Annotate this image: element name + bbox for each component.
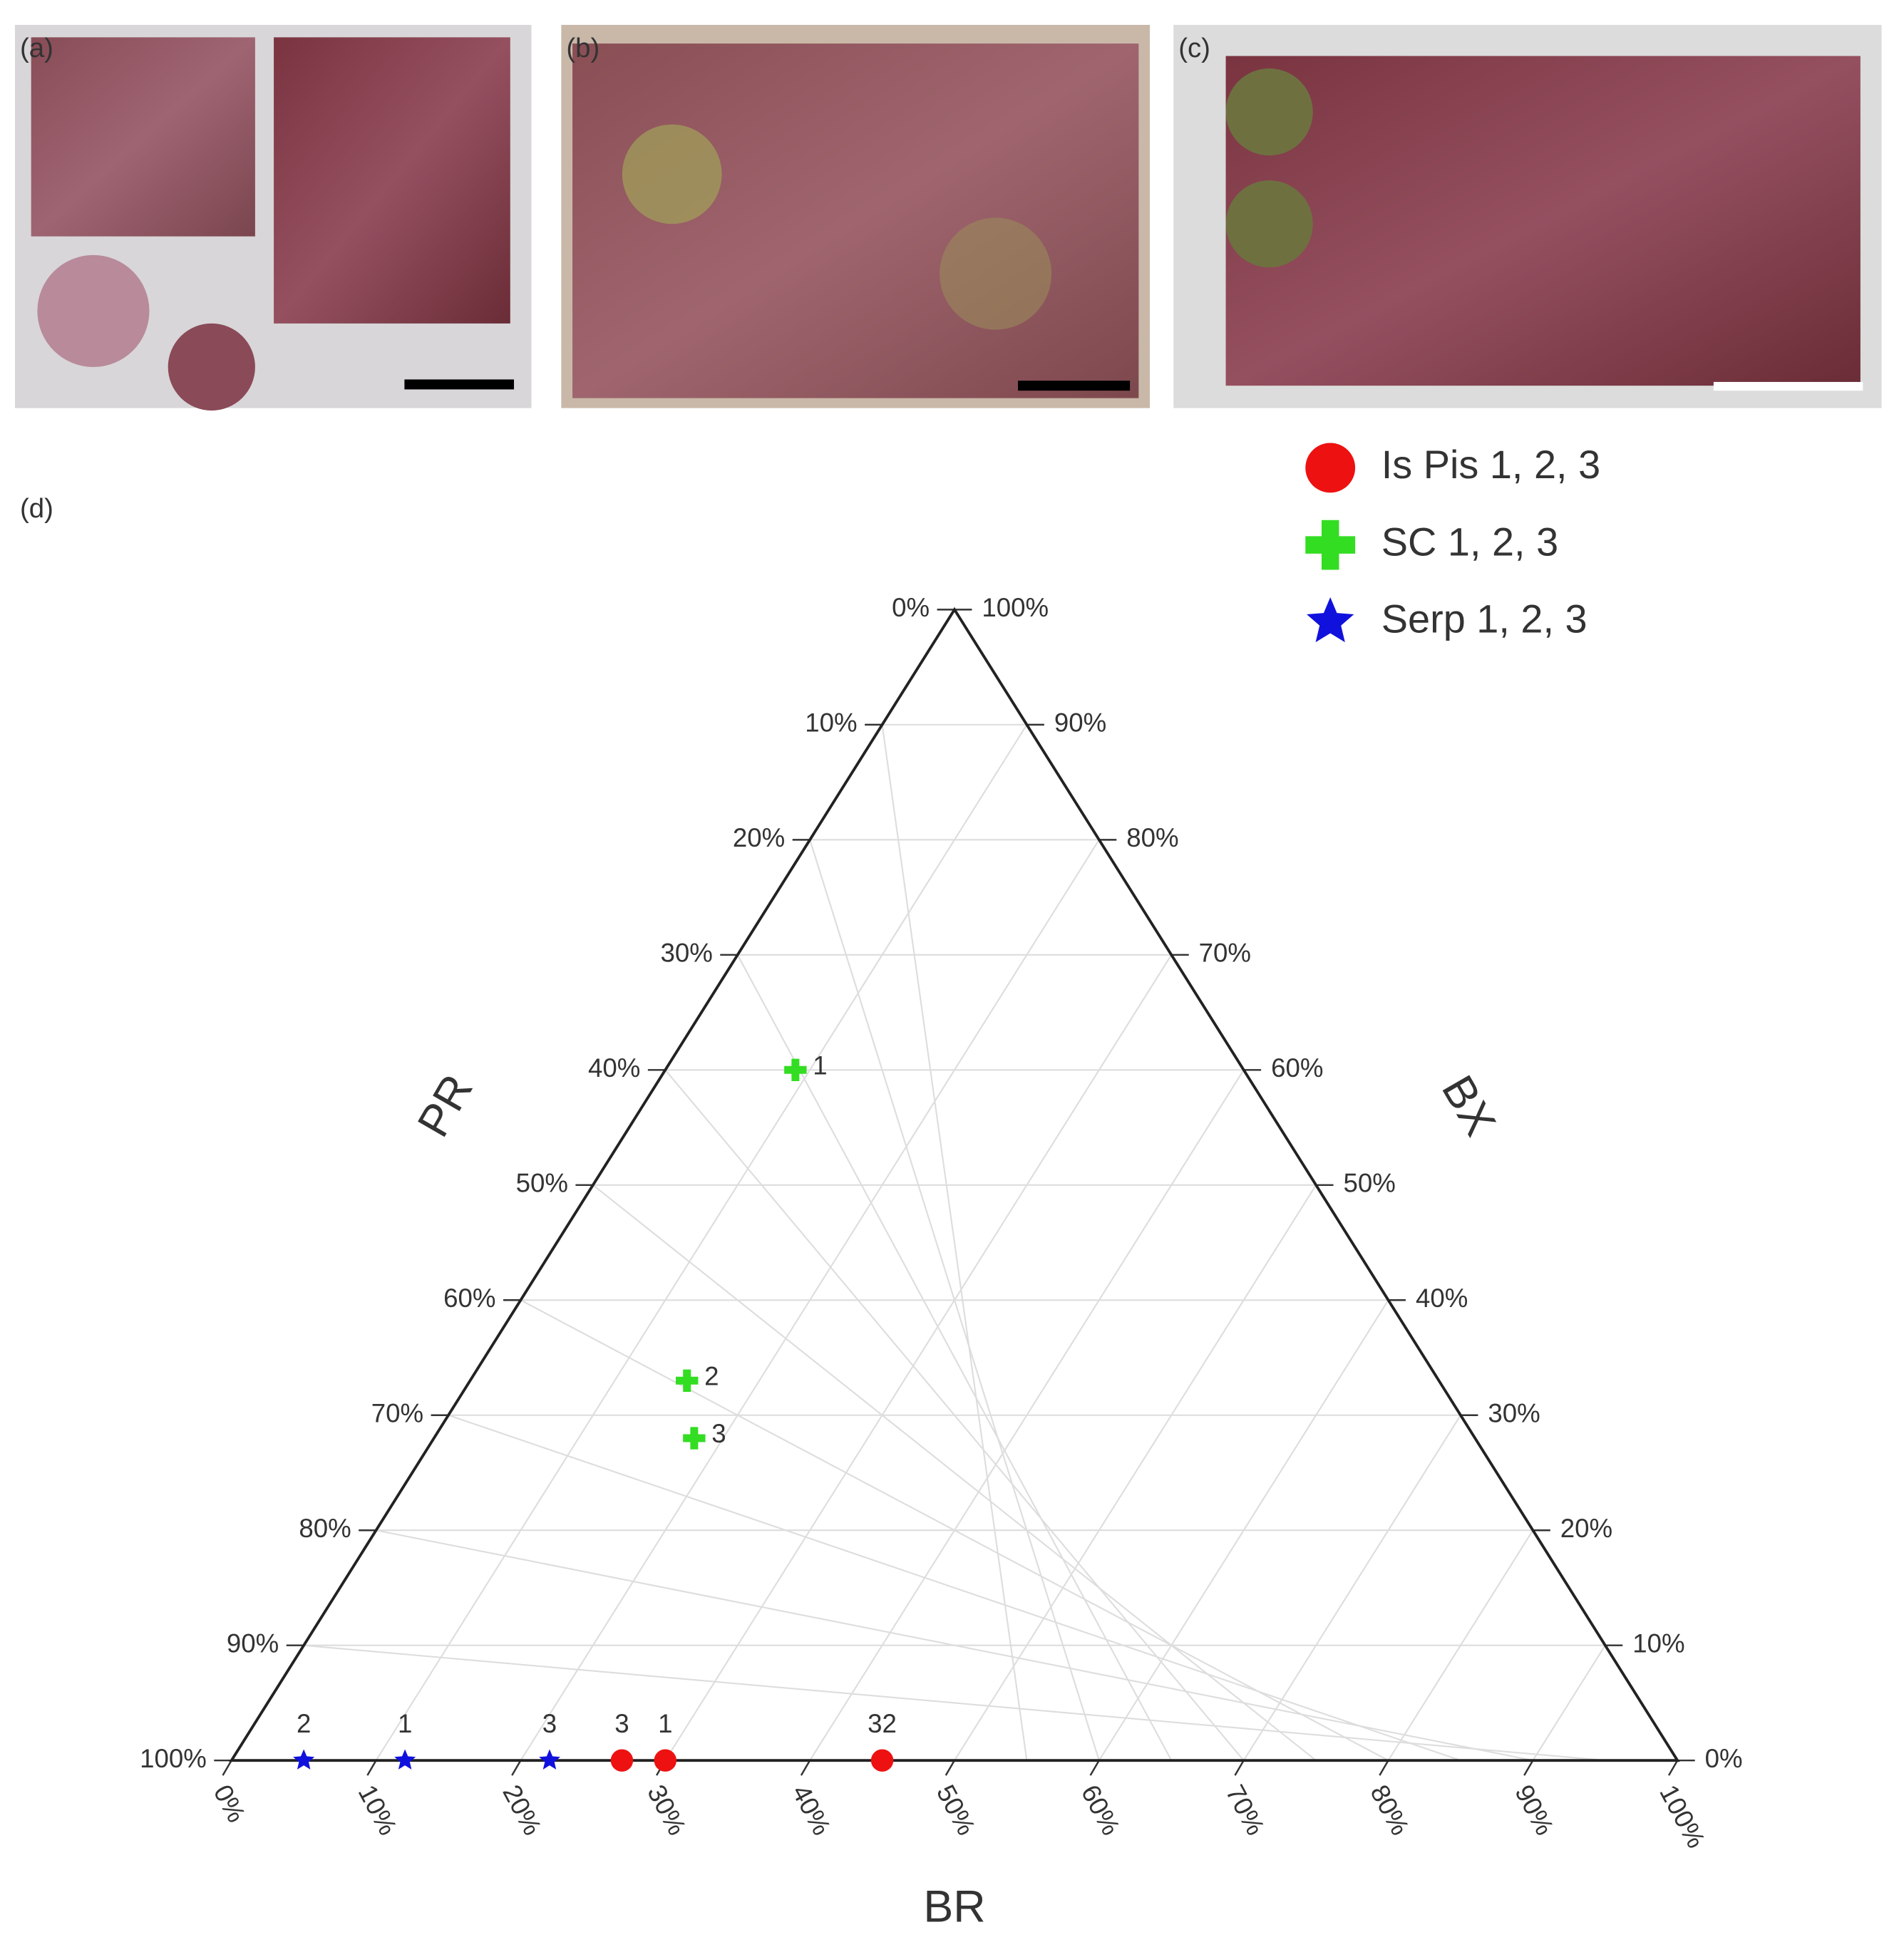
point	[293, 1749, 315, 1770]
tick-label: 50%	[1344, 1168, 1396, 1197]
legend-label: SC 1, 2, 3	[1381, 519, 1558, 564]
legend-marker	[1305, 443, 1356, 493]
panel-label: (b)	[566, 33, 599, 63]
grid-line	[592, 1184, 1317, 1761]
tick-mark	[222, 1760, 232, 1776]
photo-b	[561, 24, 1151, 408]
tick-label: 10%	[353, 1780, 403, 1840]
grid-line	[1098, 1299, 1389, 1761]
tick-label: 90%	[1054, 708, 1106, 738]
tick-mark	[366, 1760, 377, 1776]
point	[394, 1749, 416, 1770]
tick-mark	[1523, 1760, 1534, 1776]
tick-label: 40%	[786, 1780, 837, 1840]
panel-label: (d)	[20, 493, 53, 524]
tick-label: 100%	[982, 593, 1049, 622]
tick-label: 20%	[497, 1780, 547, 1840]
tick-label: 70%	[1220, 1780, 1271, 1840]
tick-label: 0%	[208, 1780, 252, 1827]
tick-label: 0%	[1705, 1744, 1743, 1773]
tick-label: 60%	[443, 1284, 495, 1313]
axis-title: BR	[923, 1881, 985, 1931]
tick-label: 100%	[1654, 1780, 1711, 1853]
tick-mark	[800, 1760, 811, 1776]
point	[610, 1749, 634, 1772]
tick-mark	[945, 1760, 956, 1776]
tick-label: 60%	[1271, 1053, 1323, 1083]
grid-line	[448, 1414, 1461, 1762]
tick-label: 40%	[1416, 1284, 1468, 1313]
grid-line	[664, 954, 1173, 1761]
grid-line	[1387, 1529, 1534, 1761]
tick-mark	[1234, 1760, 1245, 1776]
point-label: 3	[614, 1709, 629, 1738]
grid-line	[736, 954, 1173, 1761]
legend-marker	[1305, 520, 1356, 570]
tick-label: 50%	[516, 1168, 568, 1197]
tick-label: 20%	[1560, 1514, 1612, 1543]
legend-label: Serp 1, 2, 3	[1381, 597, 1587, 641]
tick-label: 90%	[1509, 1780, 1560, 1840]
axis-title: PR	[408, 1066, 483, 1145]
tick-mark	[1667, 1760, 1679, 1776]
tick-label: 40%	[588, 1053, 640, 1083]
point	[654, 1749, 676, 1772]
tick-label: 60%	[1076, 1780, 1126, 1840]
tick-label: 10%	[1632, 1628, 1684, 1658]
grid-line	[809, 1069, 1245, 1761]
point-label: 3	[711, 1419, 726, 1448]
photo-a	[14, 24, 532, 411]
tick-label: 70%	[1199, 939, 1251, 968]
grid-line	[954, 1184, 1317, 1761]
tick-label: 0%	[892, 593, 930, 622]
triangle-frame	[229, 606, 1680, 1762]
tick-mark	[1379, 1760, 1389, 1776]
point	[784, 1058, 807, 1082]
point-label: 1	[658, 1709, 672, 1738]
photo-c	[1173, 24, 1882, 408]
tick-label: 80%	[1364, 1780, 1415, 1840]
tick-mark	[1089, 1760, 1100, 1776]
tick-label: 80%	[1126, 823, 1178, 852]
panel-label: (c)	[1178, 33, 1210, 63]
tick-label: 30%	[660, 939, 712, 968]
tick-label: 10%	[805, 708, 857, 738]
tick-label: 30%	[642, 1780, 692, 1840]
grid-line	[520, 839, 1100, 1761]
tick-label: 20%	[733, 823, 785, 852]
tick-label: 90%	[227, 1628, 279, 1658]
tick-label: 50%	[931, 1780, 982, 1840]
grid-line	[304, 1644, 1605, 1762]
legend-label: Is Pis 1, 2, 3	[1381, 442, 1600, 487]
tick-mark	[511, 1760, 522, 1776]
legend-marker	[1307, 597, 1354, 643]
point-label: 1	[398, 1709, 412, 1738]
point	[683, 1427, 706, 1450]
panel-label: (a)	[20, 33, 53, 63]
grid-line	[1532, 1645, 1606, 1761]
point-label: 2	[297, 1709, 311, 1738]
tick-label: 100%	[140, 1744, 207, 1773]
grid-line	[881, 724, 1028, 1761]
point	[676, 1369, 699, 1393]
point-label: 2	[704, 1361, 719, 1390]
ternary-plot: 0%10%20%30%40%50%60%70%80%90%100% 0%10%20…	[140, 442, 1743, 1931]
point	[870, 1749, 894, 1772]
axis-title: BX	[1432, 1068, 1506, 1145]
tick-label: 80%	[299, 1514, 351, 1543]
point-label: 32	[868, 1709, 897, 1738]
point-label: 3	[542, 1709, 557, 1738]
tick-label: 70%	[371, 1398, 423, 1427]
point	[539, 1749, 560, 1770]
grid-line	[375, 724, 1028, 1761]
grid-line	[1242, 1415, 1461, 1761]
point-label: 1	[813, 1051, 827, 1080]
tick-label: 30%	[1488, 1398, 1540, 1427]
